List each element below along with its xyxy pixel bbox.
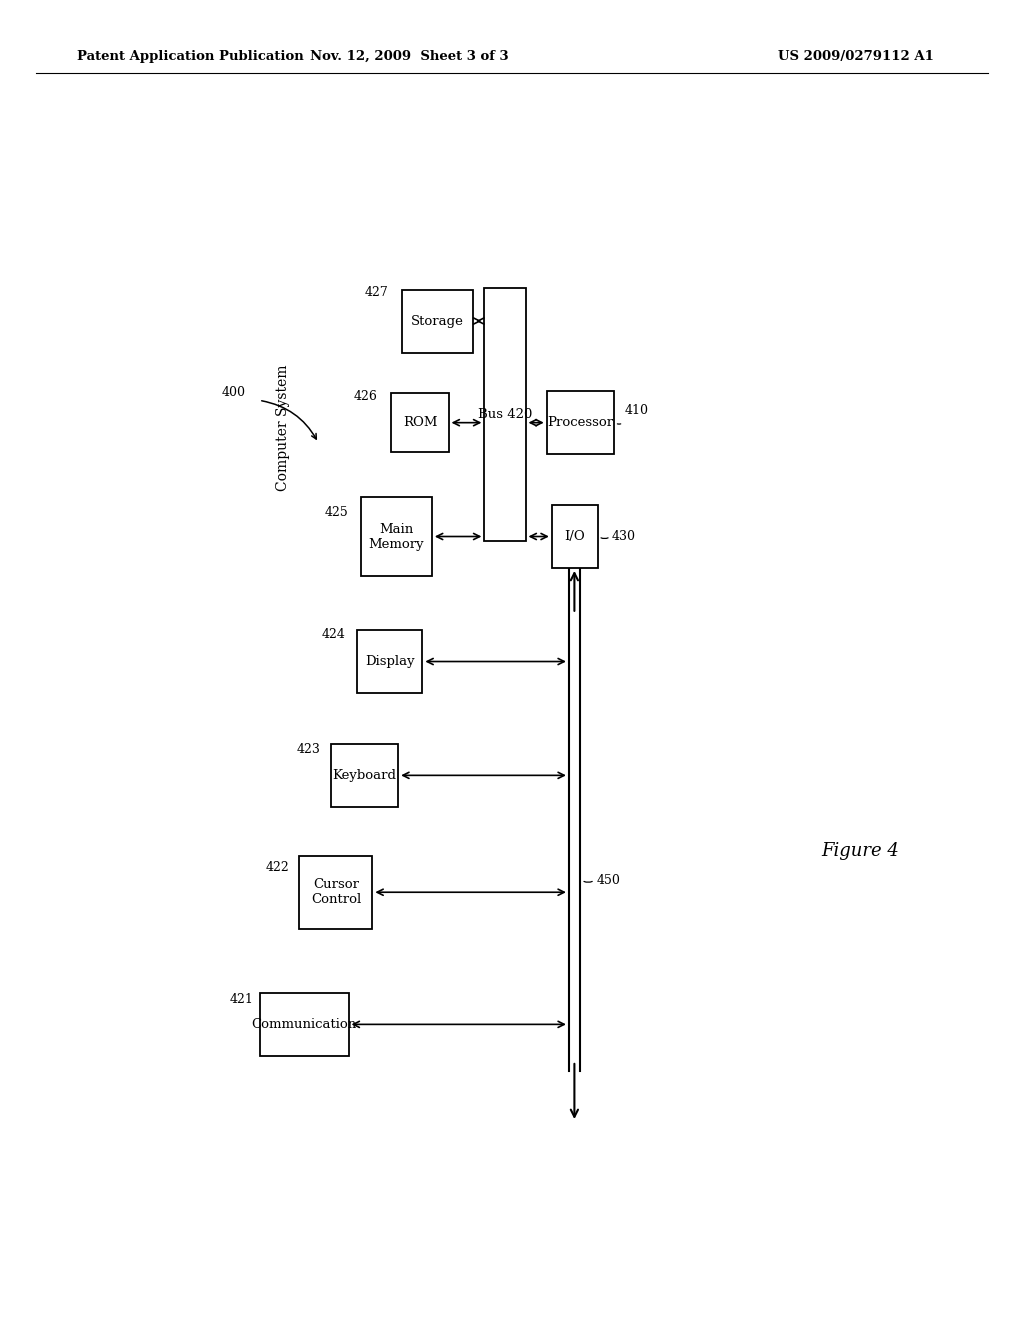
Bar <box>299 855 373 929</box>
Text: US 2009/0279112 A1: US 2009/0279112 A1 <box>778 50 934 63</box>
Text: Keyboard: Keyboard <box>333 768 396 781</box>
Bar <box>331 744 398 807</box>
Text: 400: 400 <box>221 385 246 399</box>
Text: 421: 421 <box>229 994 253 1006</box>
Text: 430: 430 <box>612 531 636 543</box>
Bar <box>401 289 473 352</box>
Text: Communication: Communication <box>252 1018 356 1031</box>
Text: 424: 424 <box>322 627 345 640</box>
Bar <box>484 289 525 541</box>
Text: Figure 4: Figure 4 <box>821 842 899 861</box>
Text: I/O: I/O <box>564 531 585 543</box>
Bar <box>260 993 348 1056</box>
Text: 422: 422 <box>265 862 289 874</box>
Text: Bus 420: Bus 420 <box>478 408 532 421</box>
Bar <box>547 391 614 454</box>
Text: 410: 410 <box>625 404 649 417</box>
Bar <box>360 496 432 576</box>
Text: ROM: ROM <box>402 416 437 429</box>
Text: 450: 450 <box>596 874 621 887</box>
Bar <box>552 506 598 568</box>
Bar <box>357 630 423 693</box>
Text: Processor: Processor <box>547 416 613 429</box>
Bar <box>391 393 449 453</box>
Text: 426: 426 <box>354 389 378 403</box>
Text: Computer System: Computer System <box>275 364 290 491</box>
Text: 423: 423 <box>297 743 321 756</box>
Text: Patent Application Publication: Patent Application Publication <box>77 50 303 63</box>
Text: 427: 427 <box>365 286 388 300</box>
Text: Main
Memory: Main Memory <box>369 523 424 550</box>
Text: Nov. 12, 2009  Sheet 3 of 3: Nov. 12, 2009 Sheet 3 of 3 <box>310 50 509 63</box>
Text: Display: Display <box>366 655 415 668</box>
Text: Cursor
Control: Cursor Control <box>311 878 361 907</box>
Text: 425: 425 <box>325 506 348 519</box>
Text: Storage: Storage <box>411 314 464 327</box>
